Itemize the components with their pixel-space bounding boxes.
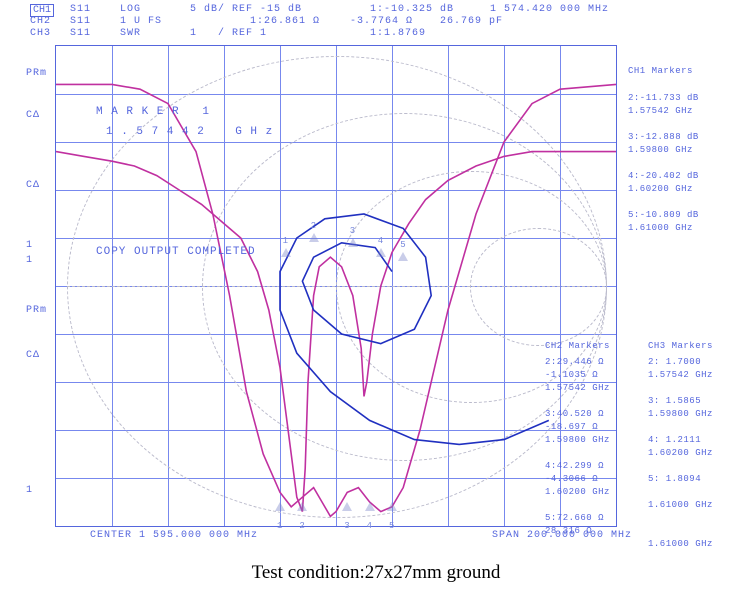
- ch3-box: CH3: [30, 28, 51, 39]
- ch1-markers-list: 2:-11.733 dB 1.57542 GHz 3:-12.888 dB 1.…: [628, 92, 699, 235]
- ch1-freq: 1 574.420 000 MHz: [490, 4, 609, 15]
- chart-plot-area: 1234512345 M A R K E R 1 1 . 5 7 4 4 2 G…: [55, 45, 617, 527]
- ch1-format: LOG: [120, 4, 141, 15]
- center-freq: CENTER 1 595.000 000 MHz: [90, 530, 258, 541]
- ch2-box: CH2: [30, 16, 51, 27]
- ch3-scale: 1 / REF 1: [190, 28, 267, 39]
- ch3-val: 1:1.8769: [370, 28, 426, 39]
- marker-overlay-title: M A R K E R 1: [96, 106, 210, 118]
- ch2-val3: 26.769 pF: [440, 16, 503, 27]
- marker-overlay-freq: 1 . 5 7 4 4 2 G H z: [106, 126, 273, 138]
- ch2-trace: S11: [70, 16, 91, 27]
- ch1-markers-title: CH1 Markers: [628, 65, 693, 78]
- ch3-markers-title: CH3 Markers: [648, 340, 713, 353]
- ch2-val2: -3.7764 Ω: [350, 16, 413, 27]
- ch2-format: 1 U FS: [120, 16, 162, 27]
- ch2-val1: 1:26.861 Ω: [250, 16, 320, 27]
- timestamp: 10 NOV 2011 13:13:33: [370, 0, 511, 2]
- ch1-trace: S11: [70, 4, 91, 15]
- ch2-markers-list: 2:29.446 Ω -1.1035 Ω 1.57542 GHz 3:40.52…: [545, 356, 610, 538]
- figure-caption: Test condition:27x27mm ground: [0, 562, 752, 584]
- ch3-markers-list: 2: 1.7000 1.57542 GHz 3: 1.5865 1.59800 …: [648, 356, 713, 551]
- ch1-val: 1:-10.325 dB: [370, 4, 454, 15]
- ch1-scale: 5 dB/ REF -15 dB: [190, 4, 302, 15]
- ch3-format: SWR: [120, 28, 141, 39]
- copy-output-msg: COPY OUTPUT COMPLETED: [96, 246, 256, 258]
- ch3-trace: S11: [70, 28, 91, 39]
- ch2-markers-title: CH2 Markers: [545, 340, 610, 353]
